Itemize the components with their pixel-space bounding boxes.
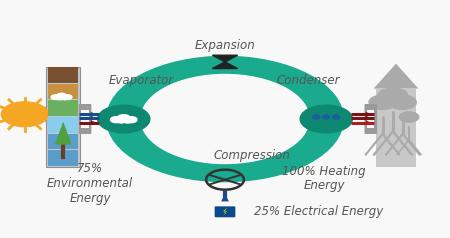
- Text: Compression: Compression: [214, 149, 290, 162]
- Circle shape: [369, 95, 396, 109]
- FancyBboxPatch shape: [48, 67, 78, 83]
- FancyBboxPatch shape: [48, 84, 78, 99]
- Polygon shape: [55, 122, 72, 145]
- FancyBboxPatch shape: [46, 67, 80, 167]
- Circle shape: [63, 95, 72, 99]
- Text: 25% Electrical Energy: 25% Electrical Energy: [254, 205, 383, 218]
- FancyBboxPatch shape: [364, 104, 377, 134]
- Circle shape: [1, 102, 48, 127]
- Circle shape: [313, 115, 320, 119]
- Circle shape: [51, 95, 60, 99]
- Circle shape: [333, 115, 340, 119]
- FancyBboxPatch shape: [48, 117, 78, 133]
- Circle shape: [111, 117, 122, 123]
- FancyBboxPatch shape: [367, 110, 374, 128]
- Polygon shape: [374, 64, 419, 89]
- Circle shape: [107, 56, 343, 182]
- Circle shape: [323, 115, 330, 119]
- Circle shape: [98, 105, 150, 133]
- Circle shape: [389, 95, 416, 109]
- Circle shape: [300, 105, 352, 133]
- Text: Condenser: Condenser: [276, 74, 340, 87]
- FancyBboxPatch shape: [48, 150, 78, 166]
- Circle shape: [61, 96, 68, 100]
- Circle shape: [117, 115, 130, 121]
- FancyBboxPatch shape: [215, 206, 235, 217]
- Circle shape: [56, 96, 63, 100]
- FancyBboxPatch shape: [81, 110, 89, 128]
- Polygon shape: [212, 55, 238, 69]
- Circle shape: [117, 118, 126, 123]
- Circle shape: [126, 117, 137, 123]
- Polygon shape: [323, 114, 330, 117]
- Circle shape: [57, 93, 67, 99]
- Polygon shape: [223, 208, 227, 216]
- Text: 100% Heating
Energy: 100% Heating Energy: [282, 164, 366, 193]
- Circle shape: [378, 88, 408, 104]
- Polygon shape: [333, 114, 340, 117]
- Text: Expansion: Expansion: [194, 39, 256, 52]
- FancyBboxPatch shape: [376, 89, 416, 167]
- Circle shape: [141, 74, 309, 164]
- FancyBboxPatch shape: [48, 134, 78, 149]
- Text: Evaporator: Evaporator: [109, 74, 175, 87]
- FancyBboxPatch shape: [79, 104, 91, 134]
- Polygon shape: [313, 114, 320, 117]
- Text: 75%
Environmental
Energy: 75% Environmental Energy: [47, 162, 133, 205]
- FancyBboxPatch shape: [48, 100, 78, 116]
- Circle shape: [399, 112, 419, 122]
- Circle shape: [123, 118, 132, 123]
